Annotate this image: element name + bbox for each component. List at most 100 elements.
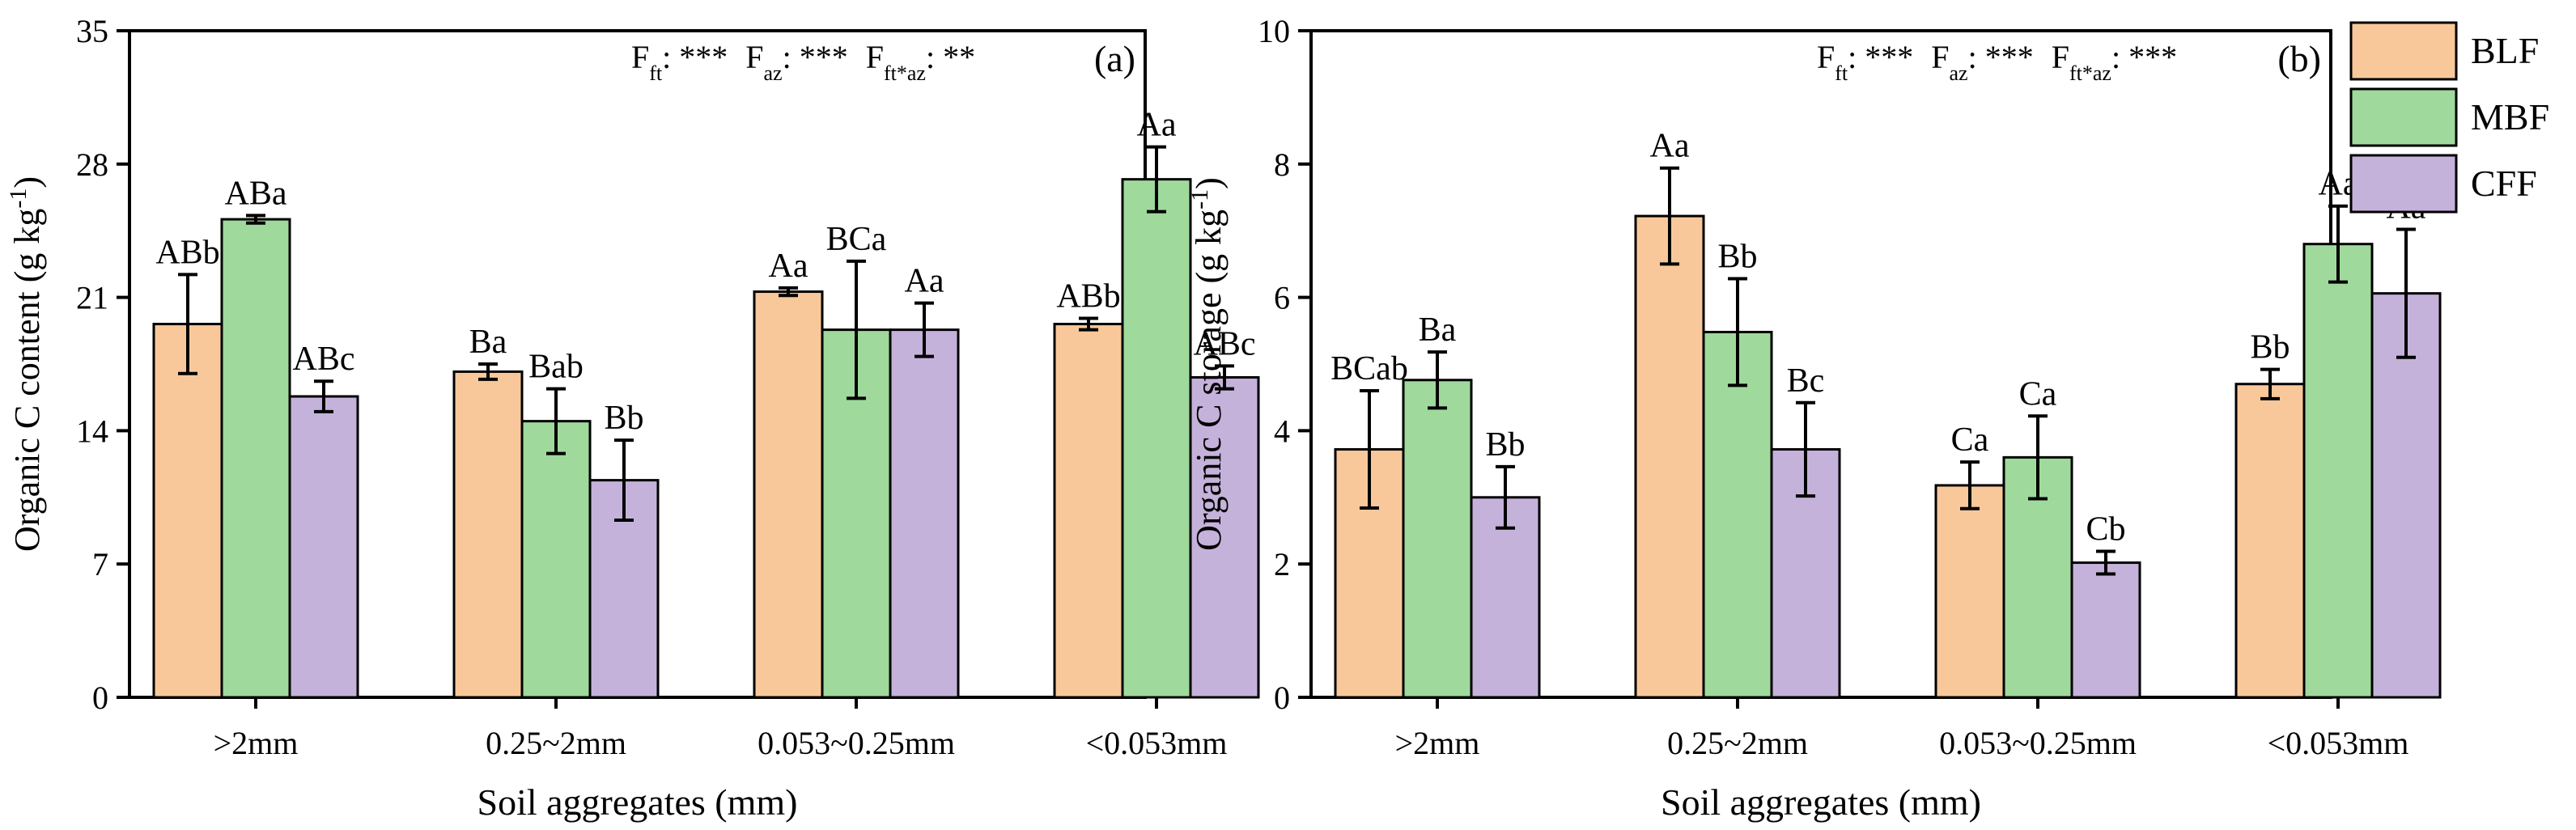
legend: BLF MBF CFF: [2349, 21, 2549, 214]
y-tick-label: 10: [1258, 13, 1290, 49]
panel-b-significance-stats: Fft: *** Faz: *** Fft*az: ***: [1817, 39, 2177, 85]
x-tick-label: >2mm: [1395, 725, 1480, 761]
x-tick-label: 0.053~0.25mm: [1939, 725, 2137, 761]
y-tick-label: 7: [92, 546, 108, 582]
error-bar: [1796, 400, 1815, 498]
panel-b-x-axis: >2mm 0.25~2mm 0.053~0.25mm <0.053mm: [1395, 697, 2409, 761]
x-tick-label: 0.25~2mm: [486, 725, 626, 761]
x-tick-label: <0.053mm: [2268, 725, 2409, 761]
significance-label: Aa: [769, 248, 808, 285]
panel-b-x-axis-title: Soil aggregates (mm): [1661, 781, 1981, 823]
panel-a-x-axis-title: Soil aggregates (mm): [477, 781, 797, 823]
error-bar: [2028, 414, 2048, 501]
bar-blf: [1934, 484, 2005, 699]
significance-label: Ca: [1951, 421, 1989, 459]
error-bar: [478, 362, 498, 381]
error-bar: [246, 214, 265, 225]
legend-swatch: [2349, 87, 2458, 147]
error-bar: [1496, 464, 1515, 530]
error-bar: [1428, 350, 1447, 410]
significance-label: ABb: [1056, 277, 1120, 315]
significance-label: Ba: [469, 324, 507, 361]
legend-item-cff: CFF: [2349, 154, 2537, 214]
significance-label: ABb: [155, 234, 219, 271]
x-tick-label: >2mm: [214, 725, 299, 761]
legend-item-blf: BLF: [2349, 21, 2539, 81]
legend-label: MBF: [2471, 96, 2549, 138]
significance-label: Ca: [2019, 375, 2057, 413]
significance-label: ABc: [293, 341, 355, 378]
significance-label: Bb: [1717, 239, 1757, 276]
y-tick-label: 0: [1274, 680, 1290, 716]
error-bar: [1147, 145, 1166, 214]
y-tick-label: 21: [76, 280, 108, 316]
panel-b-bars: BCabBaBbAaBbBcCaCaCbBbAaAa: [1330, 128, 2442, 699]
panel-a-x-axis: >2mm 0.25~2mm 0.053~0.25mm <0.053mm: [214, 697, 1227, 761]
panel-a-label: (a): [1094, 38, 1135, 79]
error-bar: [314, 379, 333, 413]
legend-item-mbf: MBF: [2349, 87, 2549, 147]
bar-mbf: [520, 420, 592, 699]
panel-b-y-axis-title: Organic C storage (g kg-1): [1186, 177, 1229, 551]
error-bar: [1660, 166, 1679, 266]
bar-blf: [152, 323, 223, 699]
panel-b-y-axis: 0 2 4 6 8 10: [1258, 13, 1311, 716]
error-bar: [2096, 549, 2116, 576]
bar-blf: [2234, 383, 2306, 699]
significance-label: Bb: [604, 400, 643, 437]
y-tick-label: 28: [76, 146, 108, 183]
significance-label: ABa: [225, 175, 287, 212]
bar-mbf: [1121, 178, 1192, 699]
bar-blf: [1634, 214, 1705, 699]
error-bar: [847, 259, 866, 400]
bar-cff: [1470, 496, 1541, 699]
error-bar: [915, 301, 934, 358]
significance-label: Ba: [1419, 311, 1457, 349]
significance-label: Bc: [1787, 362, 1825, 400]
error-bar: [1079, 316, 1098, 332]
error-bar: [779, 286, 798, 298]
bar-blf: [1053, 323, 1124, 699]
panel-a-significance-stats: Fft: *** Faz: *** Fft*az: **: [631, 39, 975, 85]
error-bar: [2328, 204, 2348, 284]
error-bar: [2396, 227, 2416, 359]
bar-cff: [889, 328, 960, 699]
bar-mbf: [220, 218, 291, 699]
y-tick-label: 0: [92, 680, 108, 716]
error-bar: [1960, 460, 1980, 510]
legend-swatch: [2349, 21, 2458, 81]
x-tick-label: 0.053~0.25mm: [758, 725, 955, 761]
y-tick-label: 2: [1274, 546, 1290, 582]
significance-label: Cb: [2086, 511, 2125, 548]
panel-a-y-axis-title: Organic C content (g kg-1): [5, 176, 48, 552]
y-tick-label: 8: [1274, 146, 1290, 183]
significance-label: Bab: [528, 349, 584, 386]
significance-label: Bb: [2250, 329, 2290, 366]
bar-cff: [2370, 292, 2442, 699]
panel-b-label: (b): [2277, 38, 2321, 79]
significance-label: ABc: [1194, 325, 1256, 362]
x-tick-label: 0.25~2mm: [1667, 725, 1808, 761]
significance-label: Aa: [905, 263, 944, 300]
bar-cff: [2070, 561, 2141, 699]
significance-label: Aa: [1650, 128, 1690, 165]
error-bar: [2260, 367, 2280, 400]
bar-cff: [288, 395, 359, 699]
legend-label: CFF: [2471, 163, 2537, 204]
y-tick-label: 14: [76, 413, 108, 449]
bar-blf: [753, 290, 824, 699]
y-tick-label: 6: [1274, 280, 1290, 316]
significance-label: Aa: [1137, 107, 1177, 144]
error-bar: [1215, 364, 1234, 391]
error-bar: [178, 273, 197, 375]
significance-label: Bb: [1485, 426, 1525, 464]
panel-a-y-axis: 0 7 14 21 28 35: [76, 13, 129, 716]
error-bar: [614, 438, 634, 523]
bar-mbf: [1402, 379, 1473, 699]
significance-label: BCa: [826, 221, 887, 258]
error-bar: [1360, 388, 1379, 510]
